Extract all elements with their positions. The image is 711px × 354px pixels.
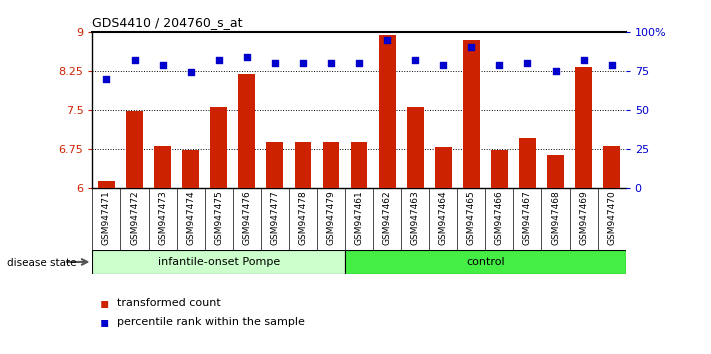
Bar: [323, 142, 339, 188]
Point: [101, 76, 112, 81]
Point: [129, 57, 140, 63]
Bar: [519, 138, 536, 188]
Text: GDS4410 / 204760_s_at: GDS4410 / 204760_s_at: [92, 16, 243, 29]
Text: transformed count: transformed count: [117, 298, 221, 308]
Text: GSM947462: GSM947462: [383, 191, 392, 245]
Point: [410, 57, 421, 63]
Text: GSM947470: GSM947470: [607, 191, 616, 245]
Text: ▪: ▪: [100, 315, 109, 329]
Bar: [435, 147, 451, 188]
Text: GSM947468: GSM947468: [551, 191, 560, 245]
Point: [185, 69, 196, 75]
Point: [578, 57, 589, 63]
Point: [466, 45, 477, 50]
Text: GSM947473: GSM947473: [158, 191, 167, 245]
Text: GSM947464: GSM947464: [439, 191, 448, 245]
Bar: [407, 107, 424, 188]
Point: [241, 54, 252, 59]
Point: [522, 60, 533, 66]
Text: GSM947477: GSM947477: [270, 191, 279, 245]
Text: GSM947472: GSM947472: [130, 191, 139, 245]
Text: GSM947475: GSM947475: [214, 191, 223, 245]
Bar: [92, 250, 345, 274]
Text: GSM947465: GSM947465: [467, 191, 476, 245]
Text: GSM947466: GSM947466: [495, 191, 504, 245]
Bar: [98, 181, 115, 188]
Bar: [379, 35, 395, 188]
Text: GSM947479: GSM947479: [326, 191, 336, 245]
Bar: [126, 111, 143, 188]
Text: GSM947478: GSM947478: [299, 191, 307, 245]
Text: ▪: ▪: [100, 296, 109, 310]
Text: control: control: [466, 257, 505, 267]
Bar: [267, 142, 283, 188]
Bar: [182, 150, 199, 188]
Point: [326, 60, 337, 66]
Text: GSM947467: GSM947467: [523, 191, 532, 245]
Bar: [491, 150, 508, 188]
Point: [493, 62, 505, 67]
Point: [606, 62, 617, 67]
Point: [269, 60, 281, 66]
Bar: [345, 250, 626, 274]
Point: [437, 62, 449, 67]
Point: [550, 68, 561, 74]
Bar: [154, 146, 171, 188]
Point: [297, 60, 309, 66]
Text: GSM947463: GSM947463: [411, 191, 419, 245]
Point: [381, 37, 392, 42]
Text: GSM947469: GSM947469: [579, 191, 588, 245]
Text: GSM947471: GSM947471: [102, 191, 111, 245]
Bar: [238, 74, 255, 188]
Bar: [294, 142, 311, 188]
Bar: [210, 107, 227, 188]
Text: GSM947461: GSM947461: [355, 191, 363, 245]
Text: GSM947476: GSM947476: [242, 191, 251, 245]
Point: [213, 57, 225, 63]
Bar: [351, 142, 368, 188]
Bar: [547, 155, 564, 188]
Point: [353, 60, 365, 66]
Text: infantile-onset Pompe: infantile-onset Pompe: [158, 257, 280, 267]
Point: [157, 62, 169, 67]
Bar: [603, 146, 620, 188]
Text: disease state: disease state: [7, 258, 77, 268]
Text: GSM947474: GSM947474: [186, 191, 195, 245]
Text: percentile rank within the sample: percentile rank within the sample: [117, 317, 305, 327]
Bar: [463, 40, 480, 188]
Bar: [575, 67, 592, 188]
